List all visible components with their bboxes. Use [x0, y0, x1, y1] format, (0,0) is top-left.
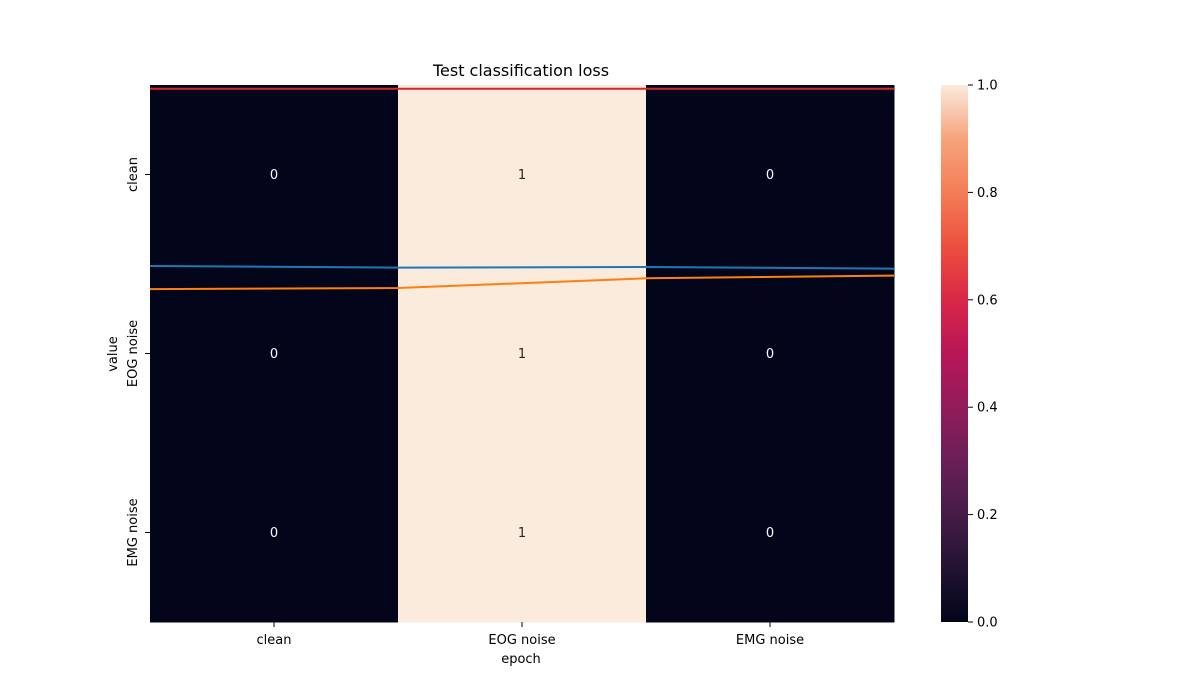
- overlay-line: [149, 274, 895, 291]
- x-tick-label: EOG noise: [488, 633, 555, 648]
- x-tick-label: clean: [257, 633, 292, 648]
- colorbar-tick-label: 0.4: [977, 401, 998, 416]
- heatmap-cell: [398, 264, 647, 444]
- cell-value-label: 1: [518, 526, 526, 541]
- cell-value-label: 0: [766, 526, 774, 541]
- colorbar-tick-label: 0.2: [977, 508, 998, 523]
- overlay-lines: [149, 87, 895, 291]
- colorbar-tick-label: 0.6: [977, 293, 998, 308]
- cell-value-label: 0: [270, 168, 278, 183]
- cell-value-label: 0: [270, 347, 278, 362]
- heatmap-cell: [646, 85, 895, 265]
- y-axis: clean EOG noise EMG noise: [126, 157, 150, 567]
- heatmap-cell: [646, 264, 895, 444]
- colorbar-tick-label: 1.0: [977, 79, 998, 94]
- cell-annotations: 0 1 0 0 1 0 0 1 0: [270, 168, 774, 541]
- colorbar-tick-label: 0.0: [977, 616, 998, 631]
- x-tick-label: EMG noise: [736, 633, 804, 648]
- chart-title: Test classification loss: [432, 61, 609, 80]
- y-axis-label: value: [106, 336, 121, 372]
- x-axis: clean EOG noise EMG noise: [257, 622, 804, 648]
- y-tick-label: EMG noise: [126, 498, 141, 566]
- heatmap-cell: [150, 85, 399, 265]
- cell-value-label: 1: [518, 168, 526, 183]
- cell-value-label: 0: [270, 526, 278, 541]
- overlay-line: [149, 265, 895, 270]
- colorbar-ticks: 0.0 0.2 0.4 0.6 0.8 1.0: [968, 79, 998, 631]
- heatmap-cell: [150, 264, 399, 444]
- heatmap-cell: [646, 443, 895, 623]
- heatmap-cells: [150, 85, 895, 623]
- colorbar-gradient: [941, 85, 968, 622]
- cell-value-label: 0: [766, 168, 774, 183]
- heatmap-cell: [398, 443, 647, 623]
- y-tick-label: EOG noise: [126, 320, 141, 387]
- colorbar: 0.0 0.2 0.4 0.6 0.8 1.0: [941, 79, 998, 631]
- heatmap-cell: [398, 85, 647, 265]
- y-tick-label: clean: [126, 157, 141, 192]
- colorbar-tick-label: 0.8: [977, 186, 998, 201]
- heatmap-cell: [150, 443, 399, 623]
- x-axis-label: epoch: [501, 652, 541, 667]
- cell-value-label: 1: [518, 347, 526, 362]
- cell-value-label: 0: [766, 347, 774, 362]
